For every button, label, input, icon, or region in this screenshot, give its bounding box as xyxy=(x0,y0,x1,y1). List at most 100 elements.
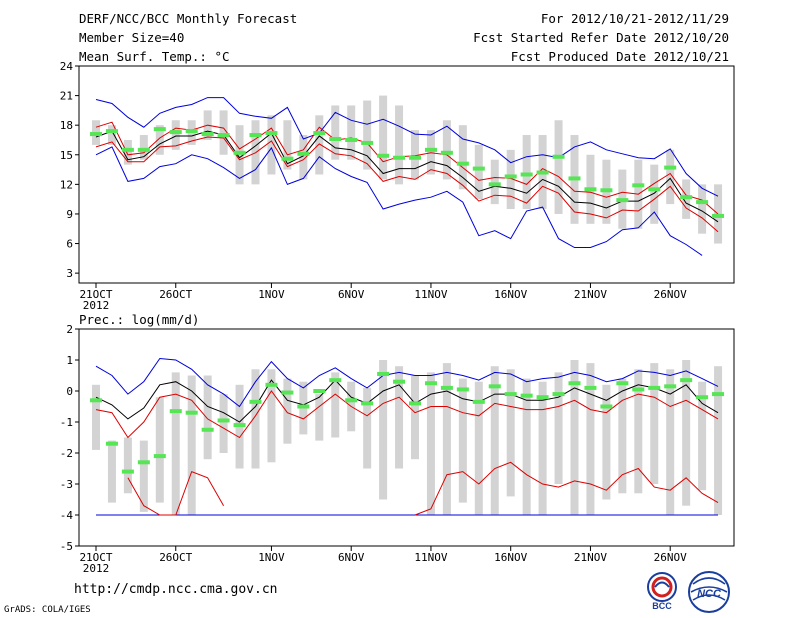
prec-obs-2 xyxy=(121,469,134,474)
temp-obs-8 xyxy=(217,133,230,138)
grads-credit: GrADS: COLA/IGES xyxy=(4,605,91,615)
prec-title: Prec.: log(mm/d) xyxy=(79,312,199,327)
temp-obs-7 xyxy=(201,132,214,137)
prec-box-34 xyxy=(634,369,643,494)
prec-box-25 xyxy=(490,366,499,515)
prec-obs-32 xyxy=(600,404,613,409)
temp-box-27 xyxy=(522,135,531,210)
prec-ytick-label-2: 2 xyxy=(66,323,73,336)
prec-box-0 xyxy=(92,384,100,450)
temp-obs-36 xyxy=(664,165,677,170)
prec-box-29 xyxy=(554,372,563,484)
prec-box-38 xyxy=(698,381,707,491)
prec-box-33 xyxy=(618,378,627,494)
prec-xtick-label-21OCT: 21OCT xyxy=(79,551,112,564)
temp-box-20 xyxy=(411,130,419,180)
bcc-logo-text: BCC xyxy=(652,601,672,611)
prec-obs-34 xyxy=(632,387,645,392)
temp-box-13 xyxy=(299,135,308,180)
prec-obs-18 xyxy=(377,371,390,376)
prec-obs-8 xyxy=(217,418,230,423)
prec-obs-37 xyxy=(680,378,693,383)
temp-obs-11 xyxy=(265,131,278,136)
prec-box-31 xyxy=(586,363,595,515)
temp-obs-28 xyxy=(536,170,549,175)
temp-obs-38 xyxy=(696,200,709,205)
prec-box-36 xyxy=(666,369,675,515)
temperature-panel: 3 6 9 12 15 18 21 24 21OCT 26OCT 1NOV 6NOV 11NOV 16NO… xyxy=(60,60,735,312)
precipitation-panel: -5 -4 -3 -2 -1 0 1 2 21OCT 26OCT 1NOV 6NOV 11NOV 16NO… xyxy=(60,312,735,575)
temp-box-4 xyxy=(155,125,164,155)
temp-ytick-label-24: 24 xyxy=(60,60,74,73)
prec-obs-20 xyxy=(409,401,421,406)
prec-obs-14 xyxy=(313,389,326,393)
prec-frame xyxy=(78,328,735,547)
temp-obs-21 xyxy=(424,147,437,152)
prec-obs-26 xyxy=(504,392,517,397)
prec-obs-12 xyxy=(281,390,294,395)
prec-box-21 xyxy=(426,372,435,515)
temp-box-8 xyxy=(219,110,228,155)
temp-obs-19 xyxy=(393,155,406,160)
prec-box-37 xyxy=(682,360,691,506)
temp-obs-35 xyxy=(648,187,661,192)
prec-obs-6 xyxy=(185,410,198,415)
temp-ytick-label-3: 3 xyxy=(66,267,73,280)
temp-min-line xyxy=(95,146,703,256)
temp-obs-18 xyxy=(377,153,390,158)
prec-mean-line xyxy=(95,379,719,423)
temp-obs-34 xyxy=(632,183,645,188)
prec-obs-23 xyxy=(456,387,469,392)
prec-box-18 xyxy=(379,360,388,500)
prec-obs-10 xyxy=(249,399,262,404)
temp-obs-24 xyxy=(472,166,485,171)
prec-obs-21 xyxy=(424,381,437,386)
prec-box-5 xyxy=(171,372,180,515)
temp-ytick-label-21: 21 xyxy=(60,90,73,103)
temp-xtick-label-21OCT: 21OCT xyxy=(79,288,112,301)
temp-obs-26 xyxy=(504,174,517,179)
prec-box-3 xyxy=(139,440,148,512)
temp-box-15 xyxy=(331,105,340,160)
prec-ytick-label-1: 1 xyxy=(66,354,73,367)
prec-obs-16 xyxy=(345,398,358,403)
temp-obs-2 xyxy=(121,147,134,152)
temp-obs-9 xyxy=(233,150,246,155)
temp-obs-31 xyxy=(584,187,597,192)
prec-box-1 xyxy=(107,440,116,503)
prec-box-22 xyxy=(442,363,451,515)
temp-box-38 xyxy=(698,184,707,234)
temp-ytick-label-18: 18 xyxy=(60,119,73,132)
prec-xtick-label-16NOV: 16NOV xyxy=(494,551,527,564)
temp-box-11 xyxy=(267,115,276,175)
temp-ytick-label-12: 12 xyxy=(60,178,73,191)
prec-obs-19 xyxy=(393,379,406,384)
prec-obs-11 xyxy=(265,382,278,387)
source-url[interactable]: http://cmdp.ncc.cma.gov.cn xyxy=(74,582,278,597)
prec-obs-17 xyxy=(361,401,374,406)
temp-obs-1 xyxy=(105,129,118,134)
prec-obs-25 xyxy=(488,384,501,389)
forecast-period: For 2012/10/21-2012/11/29 xyxy=(540,11,729,26)
prec-box-17 xyxy=(363,387,372,469)
prec-box-26 xyxy=(506,369,515,497)
temp-box-19 xyxy=(395,105,404,185)
prec-box-24 xyxy=(474,381,483,515)
prec-box-2 xyxy=(123,437,132,494)
prec-ytick-label-0: 0 xyxy=(66,385,73,398)
prec-obs-1 xyxy=(105,441,118,446)
prec-ytick-label--5: -5 xyxy=(60,540,73,553)
forecast-start-date: Fcst Started Refer Date 2012/10/20 xyxy=(473,30,729,45)
prec-box-19 xyxy=(395,366,404,469)
prec-spread-low-line xyxy=(95,390,719,439)
prec-obs-39 xyxy=(712,392,725,397)
temp-box-18 xyxy=(379,95,388,180)
prec-obs-35 xyxy=(648,385,661,390)
prec-obs-4 xyxy=(153,454,166,459)
prec-obs-5 xyxy=(169,409,182,414)
temp-xtick-label-1NOV: 1NOV xyxy=(258,288,285,301)
variable-label: Mean Surf. Temp.: °C xyxy=(79,49,230,64)
temp-xtick-label-6NOV: 6NOV xyxy=(338,288,365,301)
temp-box-1 xyxy=(107,125,116,145)
